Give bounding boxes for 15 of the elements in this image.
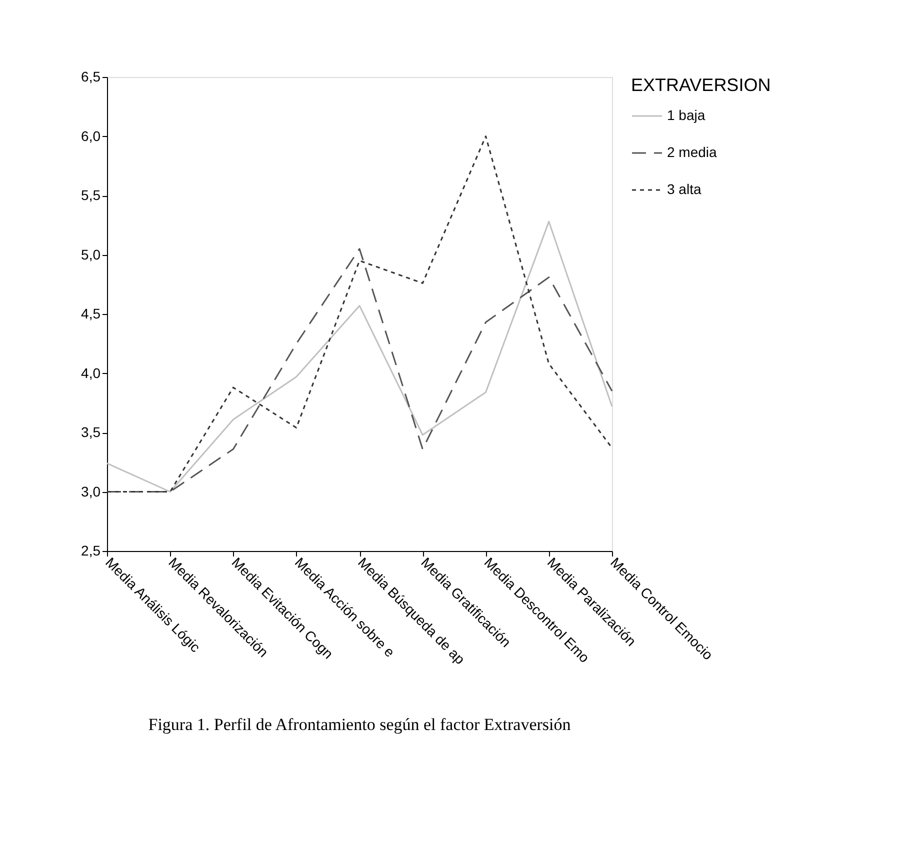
y-tick-label: 6,0	[81, 128, 101, 144]
legend-label: 3 alta	[667, 181, 702, 197]
text: Figura 1. Perfil de Afrontamiento según el factor Extraversión	[148, 714, 572, 734]
y-tick-label: 3,5	[81, 424, 101, 440]
line-series	[106, 136, 613, 492]
y-tick-label: 5,0	[81, 246, 101, 262]
y-tick-label: 5,5	[81, 187, 101, 203]
y-tick-label: 6,5	[81, 68, 101, 84]
legend-title: EXTRAVERSION	[631, 75, 771, 95]
y-tick-label: 2,5	[81, 542, 101, 558]
y-tick-label: 4,5	[81, 306, 101, 322]
legend-label: 2 media	[667, 144, 718, 160]
y-tick-label: 3,0	[81, 483, 101, 500]
y-tick-label: 4,0	[81, 364, 101, 381]
legend-label: 1 baja	[667, 107, 706, 123]
